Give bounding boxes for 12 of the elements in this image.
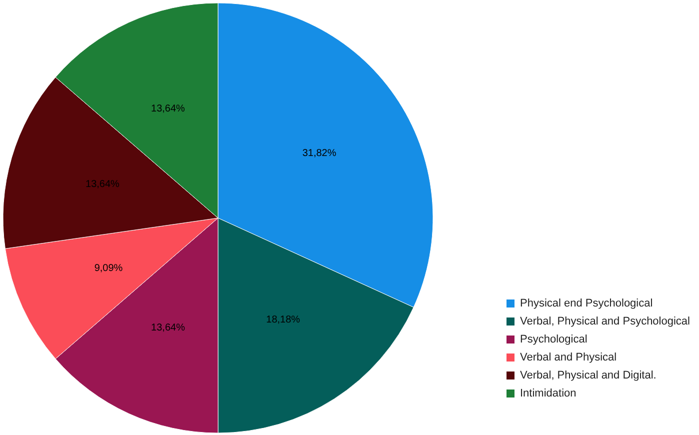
legend-label: Intimidation (520, 388, 576, 400)
legend-label: Physical end Psychological (520, 298, 653, 310)
legend-label: Psychological (520, 334, 588, 346)
data-label: 9,09% (94, 263, 123, 274)
data-label: 13,64% (151, 103, 186, 114)
legend-label: Verbal and Physical (520, 352, 617, 364)
legend-label: Verbal, Physical and Psychological (520, 316, 690, 328)
data-label: 13,64% (151, 322, 186, 334)
data-label: 31,82% (302, 148, 336, 159)
data-label: 13,64% (86, 179, 120, 190)
data-label: 18,18% (266, 314, 300, 326)
legend-label: Verbal, Physical and Digital. (520, 370, 656, 382)
